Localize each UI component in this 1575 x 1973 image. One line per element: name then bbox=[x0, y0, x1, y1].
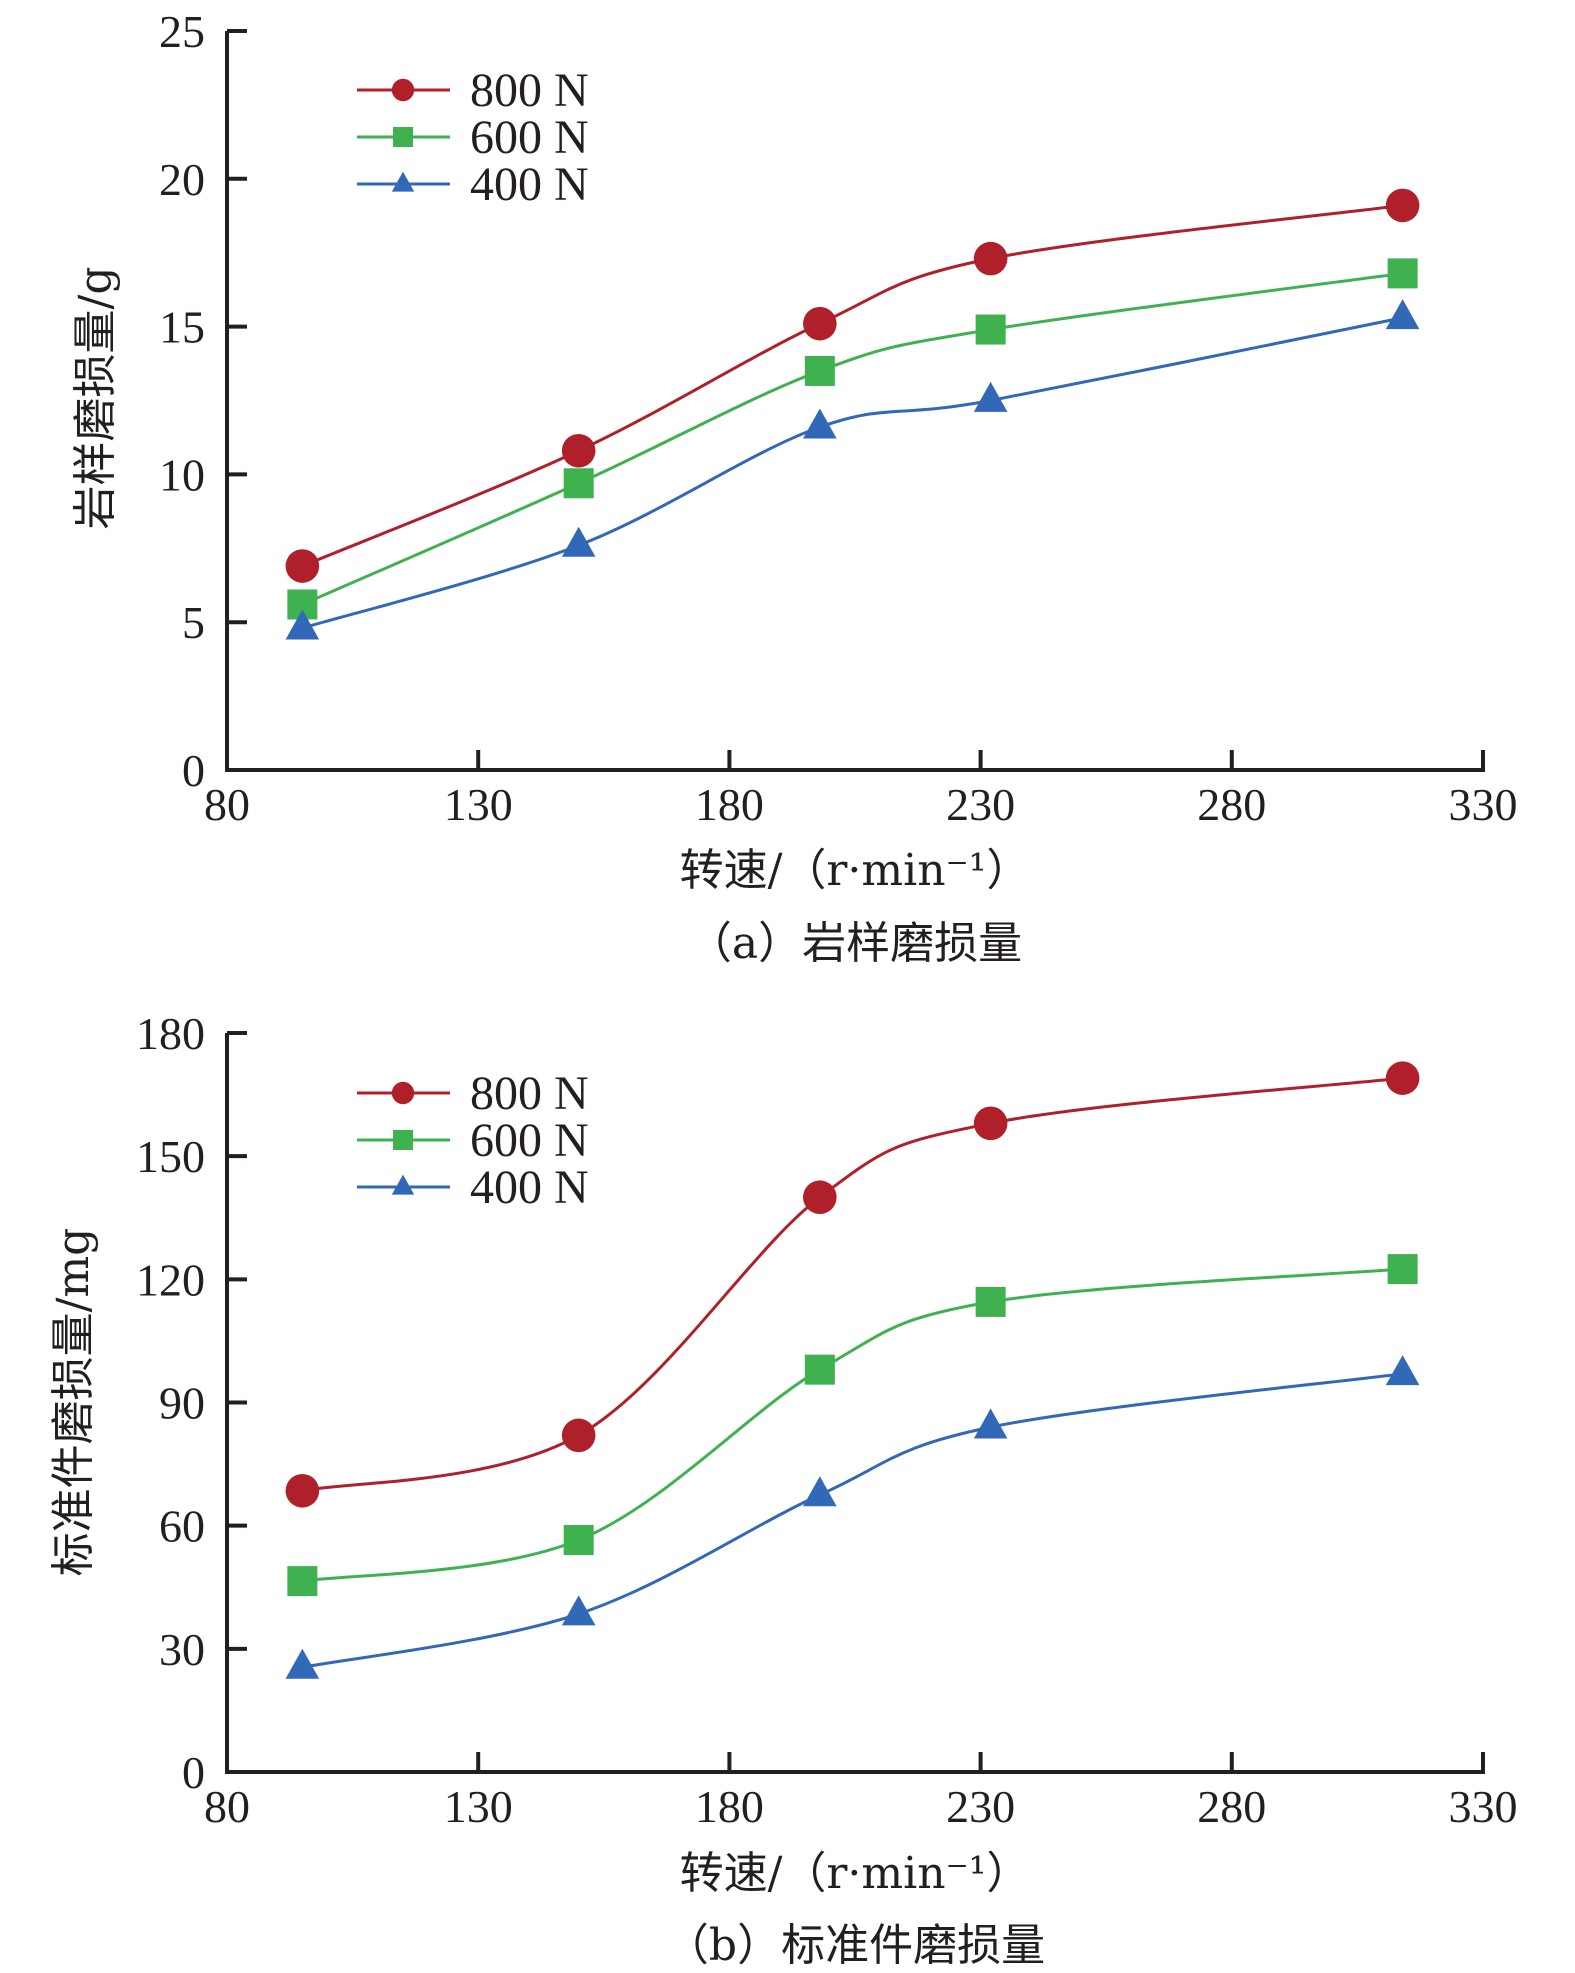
data-point-triangle bbox=[561, 1595, 596, 1626]
x-tick-label: 230 bbox=[946, 779, 1015, 830]
x-tick-label: 130 bbox=[444, 1781, 513, 1832]
series-line bbox=[301, 316, 1403, 630]
legend-item: 400 N bbox=[357, 1161, 589, 1214]
data-point-square bbox=[1387, 258, 1418, 289]
y-axis-title-b: 标准件磨损量/mg bbox=[48, 1228, 99, 1577]
legend-label: 800 N bbox=[470, 1067, 589, 1120]
y-tick-label: 0 bbox=[182, 745, 205, 796]
legend-label: 400 N bbox=[470, 1161, 589, 1214]
legend-label: 600 N bbox=[470, 111, 589, 164]
data-point-circle bbox=[803, 1180, 837, 1215]
x-tick-label: 330 bbox=[1449, 779, 1518, 830]
data-point-square bbox=[975, 314, 1006, 345]
caption-a: （a）岩样磨损量 bbox=[688, 918, 1022, 969]
legend-item: 800 N bbox=[357, 1067, 589, 1120]
legend-item: 400 N bbox=[357, 158, 589, 211]
y-tick-label: 180 bbox=[136, 1008, 205, 1059]
data-point-circle bbox=[973, 241, 1008, 276]
series-400-n bbox=[285, 299, 1420, 640]
legend-label: 400 N bbox=[470, 158, 589, 211]
data-point-circle bbox=[1385, 188, 1420, 223]
chart-panel-b: （b）标准件磨损量 转速/（r·min⁻¹） 标准件磨损量/mg 0 30 60 90… bbox=[48, 1008, 1518, 1971]
x-tick-label: 80 bbox=[204, 779, 250, 830]
series-600-n bbox=[287, 258, 1418, 620]
y-tick-label: 25 bbox=[159, 6, 205, 57]
data-point-triangle bbox=[285, 609, 320, 640]
data-point-triangle bbox=[973, 1408, 1008, 1439]
y-tick-label: 120 bbox=[136, 1254, 205, 1305]
data-point-triangle bbox=[803, 1476, 837, 1507]
data-point-square bbox=[804, 355, 835, 386]
caption-b: （b）标准件磨损量 bbox=[665, 1920, 1045, 1971]
data-point-square bbox=[1387, 1254, 1418, 1285]
x-tick-label: 280 bbox=[1197, 1781, 1266, 1832]
y-tick-label: 90 bbox=[159, 1378, 205, 1429]
x-tick-label: 330 bbox=[1449, 1781, 1518, 1832]
series-800-n bbox=[285, 1061, 1420, 1508]
data-point-triangle bbox=[561, 526, 596, 557]
series-line bbox=[301, 203, 1403, 568]
legend-marker-square bbox=[393, 127, 413, 147]
legend-marker-circle bbox=[391, 1081, 415, 1105]
y-tick-label: 10 bbox=[159, 449, 205, 500]
legend-item: 600 N bbox=[357, 111, 589, 164]
data-point-square bbox=[804, 1354, 835, 1385]
y-tick-label: 60 bbox=[159, 1501, 205, 1552]
legend-marker-triangle bbox=[391, 1174, 415, 1195]
x-tick-label: 180 bbox=[695, 1781, 764, 1832]
legend-label: 800 N bbox=[470, 64, 589, 117]
data-point-circle bbox=[973, 1106, 1008, 1141]
legend-marker-triangle bbox=[391, 171, 415, 192]
data-point-triangle bbox=[1385, 299, 1420, 330]
data-point-circle bbox=[1385, 1061, 1420, 1095]
data-point-circle bbox=[561, 433, 596, 468]
legend-label: 600 N bbox=[470, 1114, 589, 1167]
y-tick-label: 20 bbox=[159, 154, 205, 205]
data-point-circle bbox=[561, 1418, 596, 1453]
chart-panel-a: （a）岩样磨损量 转速/（r·min⁻¹） 岩样磨损量/g 0 5 10 15 20 25… bbox=[70, 6, 1518, 969]
series-line bbox=[302, 1372, 1403, 1669]
x-tick-label: 130 bbox=[444, 779, 513, 830]
x-axis-title-a: 转速/（r·min⁻¹） bbox=[680, 845, 1031, 896]
series-line bbox=[302, 1267, 1403, 1583]
data-point-square bbox=[563, 468, 594, 499]
y-tick-label: 15 bbox=[159, 302, 205, 353]
data-point-square bbox=[975, 1286, 1006, 1317]
x-axis-title-b: 转速/（r·min⁻¹） bbox=[680, 1848, 1031, 1899]
legend-item: 600 N bbox=[357, 1114, 589, 1167]
data-point-circle bbox=[803, 306, 837, 341]
data-point-triangle bbox=[803, 408, 837, 439]
series-600-n bbox=[287, 1254, 1418, 1597]
y-tick-label: 0 bbox=[182, 1747, 205, 1798]
y-axis-title-a: 岩样磨损量/g bbox=[70, 267, 121, 530]
data-point-triangle bbox=[285, 1648, 320, 1679]
y-tick-label: 5 bbox=[182, 597, 205, 648]
x-tick-label: 230 bbox=[946, 1781, 1015, 1832]
legend-marker-square bbox=[393, 1130, 413, 1150]
y-tick-label: 150 bbox=[136, 1131, 205, 1182]
x-tick-label: 180 bbox=[695, 779, 764, 830]
data-point-triangle bbox=[1385, 1355, 1420, 1386]
x-tick-label: 280 bbox=[1197, 779, 1266, 830]
y-tick-label: 30 bbox=[159, 1624, 205, 1675]
data-point-circle bbox=[285, 549, 320, 583]
series-800-n bbox=[285, 188, 1420, 583]
series-line bbox=[301, 271, 1403, 606]
legend-marker-circle bbox=[391, 78, 415, 102]
data-point-square bbox=[563, 1525, 594, 1556]
data-point-circle bbox=[285, 1473, 320, 1508]
data-point-square bbox=[287, 1566, 318, 1597]
x-tick-label: 80 bbox=[204, 1781, 250, 1832]
series-400-n bbox=[285, 1355, 1420, 1679]
series-line bbox=[302, 1076, 1403, 1493]
data-point-triangle bbox=[973, 381, 1008, 412]
legend-item: 800 N bbox=[357, 64, 589, 117]
